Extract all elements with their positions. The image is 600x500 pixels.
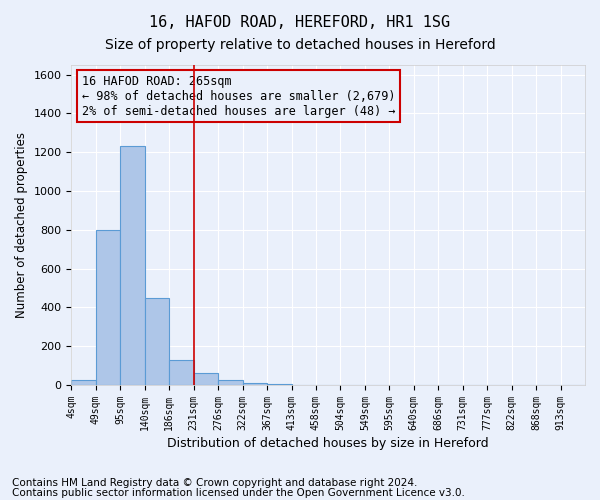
Text: 16, HAFOD ROAD, HEREFORD, HR1 1SG: 16, HAFOD ROAD, HEREFORD, HR1 1SG [149,15,451,30]
Text: Contains public sector information licensed under the Open Government Licence v3: Contains public sector information licen… [12,488,465,498]
Bar [169,360,194,385]
Text: Contains HM Land Registry data © Crown copyright and database right 2024.: Contains HM Land Registry data © Crown c… [12,478,418,488]
X-axis label: Distribution of detached houses by size in Hereford: Distribution of detached houses by size … [167,437,489,450]
Bar [145,298,169,385]
Text: Size of property relative to detached houses in Hereford: Size of property relative to detached ho… [104,38,496,52]
Y-axis label: Number of detached properties: Number of detached properties [15,132,28,318]
Bar [218,380,242,385]
Text: 16 HAFOD ROAD: 265sqm
← 98% of detached houses are smaller (2,679)
2% of semi-de: 16 HAFOD ROAD: 265sqm ← 98% of detached … [82,74,395,118]
Bar [96,230,121,385]
Bar [267,384,292,385]
Bar [194,374,218,385]
Bar [292,384,316,385]
Bar [242,383,267,385]
Bar [121,146,145,385]
Bar [71,380,96,385]
